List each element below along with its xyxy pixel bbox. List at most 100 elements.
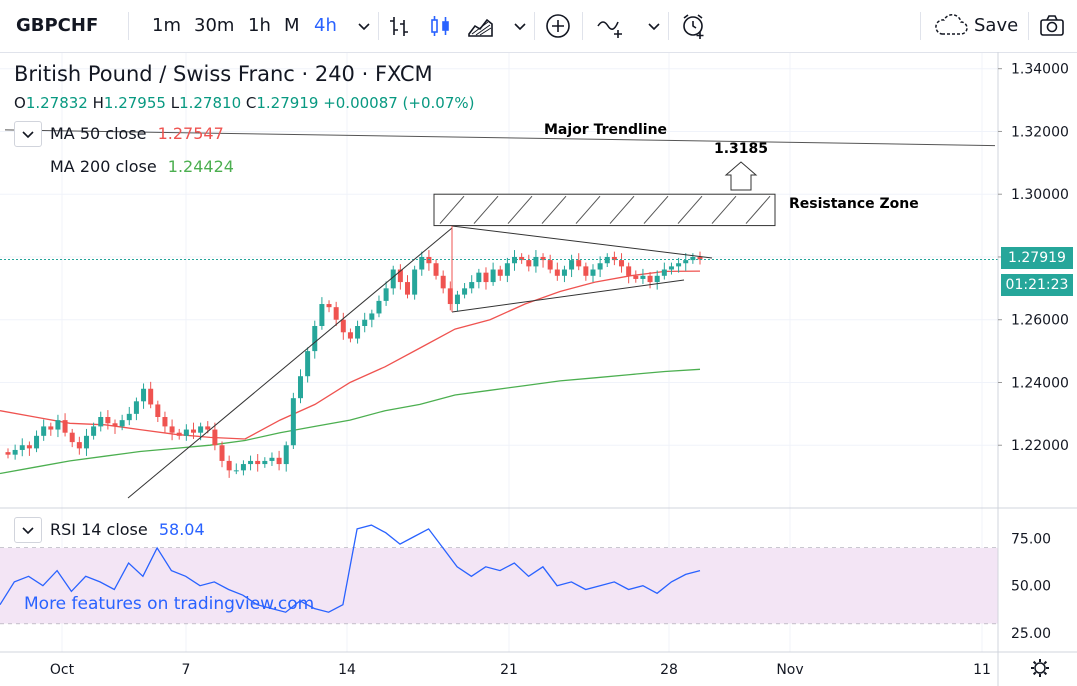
chevron-down-icon: [22, 131, 34, 139]
interval-month[interactable]: M: [284, 15, 300, 36]
toolbar-divider: [920, 12, 921, 40]
alarm-clock-icon[interactable]: [680, 12, 708, 40]
interval-1m[interactable]: 1m: [152, 15, 181, 36]
candle-body: [590, 269, 596, 276]
rsi-band: [0, 547, 998, 624]
candle-body: [668, 266, 674, 270]
hatch-line: [643, 195, 669, 224]
candle-body: [397, 269, 403, 283]
candle-body: [319, 304, 325, 326]
price-tick-label: 1.34000: [1011, 62, 1069, 78]
candle-body: [133, 401, 139, 414]
rising-trendline: [127, 227, 453, 499]
candle-body: [205, 426, 211, 430]
time-tick-label: 14: [338, 662, 356, 678]
rsi-tick-label: 75.00: [1011, 531, 1051, 547]
area-chart-icon[interactable]: [466, 12, 494, 40]
toolbar-divider: [582, 12, 583, 40]
interval-4h[interactable]: 4h: [314, 15, 337, 36]
axes: 1.340001.320001.300001.280001.260001.240…: [0, 52, 1077, 686]
hatch-line: [541, 195, 567, 224]
price-tick-label: 1.22000: [1011, 438, 1069, 454]
watermark-link[interactable]: More features on tradingview.com: [24, 594, 315, 614]
candle-body: [112, 423, 118, 427]
ma50-value: 1.27547: [157, 124, 224, 143]
chevron-down-icon[interactable]: [640, 12, 668, 40]
candle-body: [362, 319, 368, 326]
candle-body: [155, 404, 161, 417]
major-trendline: [4, 129, 996, 147]
candle-body: [447, 288, 453, 305]
resistance-label: Resistance Zone: [789, 196, 919, 212]
hatch-line: [609, 195, 635, 224]
hatch-line: [677, 195, 703, 224]
ma50-legend[interactable]: MA 50 close 1.27547: [50, 124, 224, 143]
candle-body: [119, 420, 125, 427]
rsi-collapse-button[interactable]: [14, 517, 42, 543]
candle-body: [19, 445, 25, 450]
chevron-down-icon[interactable]: [350, 12, 378, 40]
candle-body: [219, 445, 225, 461]
candle-body: [540, 256, 546, 261]
candle-body: [198, 426, 204, 433]
ma200-legend[interactable]: MA 200 close 1.24424: [50, 157, 234, 176]
time-tick-label: 21: [500, 662, 518, 678]
hatch-line: [575, 195, 601, 224]
candle-body: [212, 429, 218, 446]
candle-body: [55, 420, 61, 430]
toolbar-divider: [128, 12, 129, 40]
candle-body: [454, 294, 460, 305]
legend-collapse-button[interactable]: [14, 121, 42, 147]
price-tick-label: 1.26000: [1011, 313, 1069, 329]
candle-body: [48, 426, 54, 430]
candle-body: [5, 452, 11, 455]
interval-30m[interactable]: 30m: [194, 15, 235, 36]
candle-body: [476, 272, 482, 283]
candles: [5, 250, 703, 478]
candle-body: [26, 445, 32, 449]
triangle-upper: [451, 225, 713, 259]
candle-body: [376, 300, 382, 314]
low-key: L: [170, 94, 180, 112]
chevron-down-icon[interactable]: [506, 12, 534, 40]
compare-icon[interactable]: [596, 12, 624, 40]
time-tick-label: Oct: [50, 662, 75, 678]
candle-body: [148, 388, 154, 405]
camera-icon[interactable]: [1038, 12, 1066, 40]
candle-body: [405, 282, 411, 295]
rsi-legend[interactable]: RSI 14 close 58.04: [50, 520, 205, 539]
candle-body: [41, 426, 47, 436]
candle-body: [76, 442, 82, 449]
candle-body: [183, 429, 189, 436]
candle-body: [233, 470, 239, 472]
arrow-up-icon: [724, 161, 758, 191]
triangle-lower: [451, 279, 685, 313]
candles-icon[interactable]: [426, 12, 454, 40]
time-tick-label: 7: [182, 662, 191, 678]
gear-icon[interactable]: [1031, 659, 1049, 677]
candle-body: [569, 260, 575, 270]
symbol-name[interactable]: GBPCHF: [16, 15, 99, 36]
hatch-line: [745, 195, 771, 224]
save-button[interactable]: Save: [928, 10, 1018, 42]
candle-body: [576, 260, 582, 267]
toolbar-divider: [534, 12, 535, 40]
bar-chart-icon[interactable]: [386, 12, 414, 40]
candle-body: [169, 426, 175, 433]
candle-body: [690, 256, 696, 261]
top-toolbar: GBPCHF 1m 30m 1h M 4h Save: [0, 0, 1077, 53]
candle-body: [34, 435, 40, 449]
candle-body: [412, 269, 418, 295]
chart-legend: British Pound / Swiss Franc · 240 · FXCM: [14, 62, 433, 86]
open-value: 1.27832: [25, 94, 88, 112]
candle-body: [683, 260, 689, 264]
time-tick-label: 11: [973, 662, 991, 678]
candle-body: [697, 256, 703, 260]
candle-body: [340, 319, 346, 333]
last-price-label: 1.27919: [1001, 247, 1073, 269]
interval-1h[interactable]: 1h: [248, 15, 271, 36]
candle-body: [504, 263, 510, 276]
candle-body: [383, 288, 389, 301]
add-indicator-icon[interactable]: [544, 12, 572, 40]
